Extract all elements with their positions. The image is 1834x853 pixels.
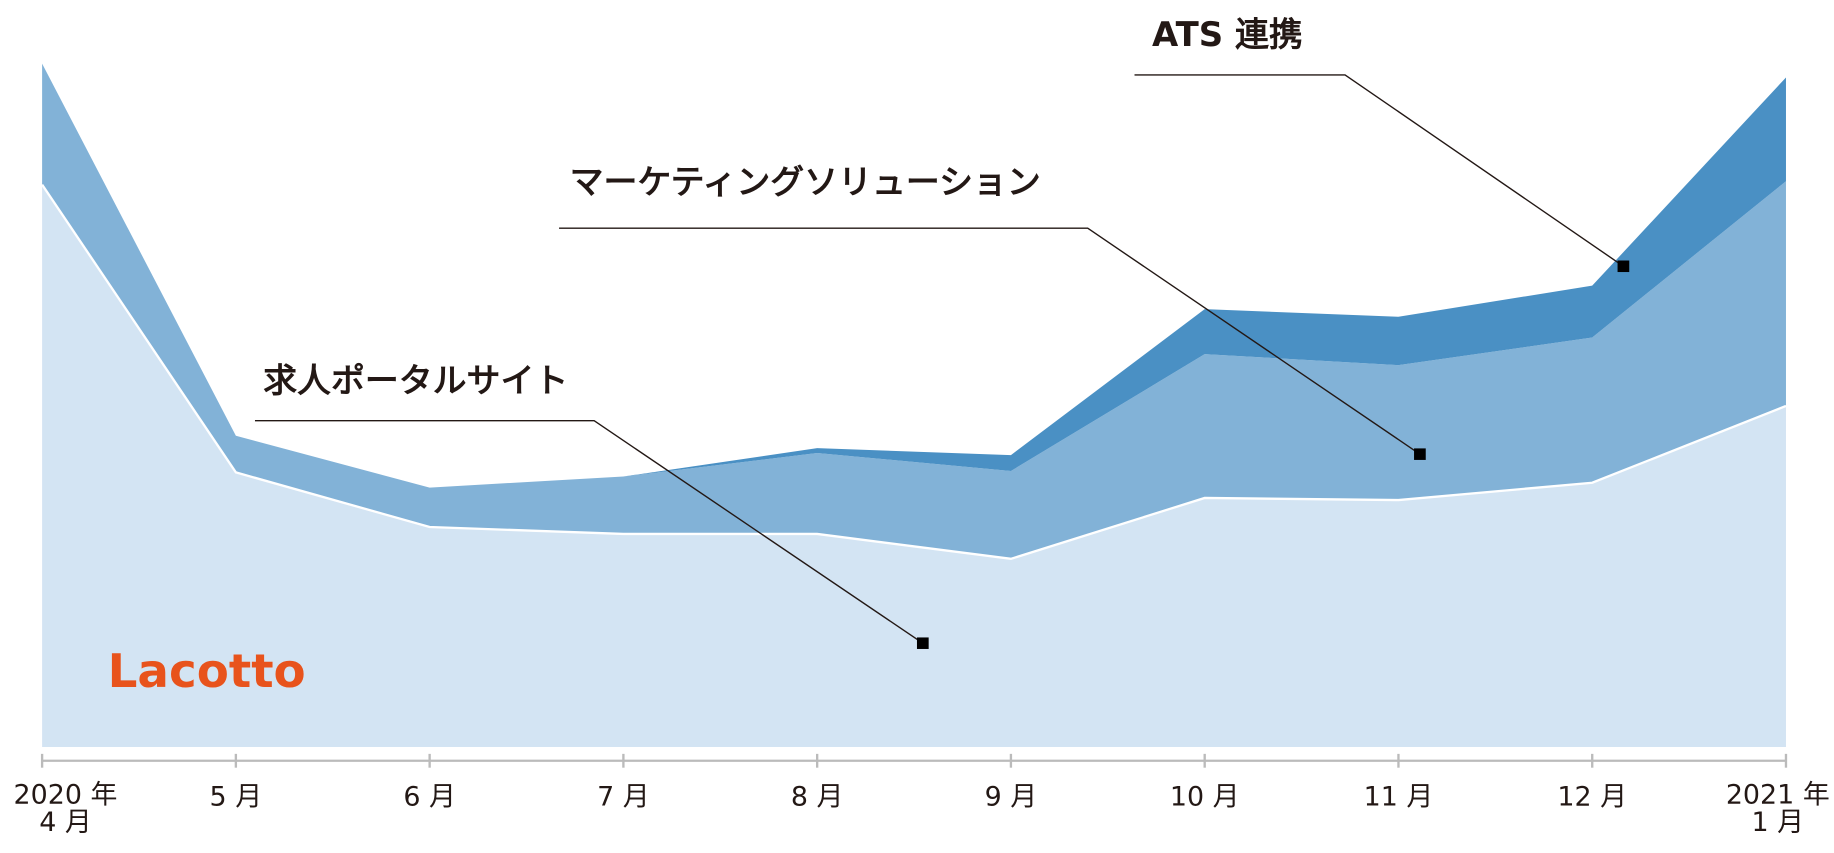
x-tick-label: 11 月 xyxy=(1363,782,1434,813)
x-tick-label: 2020 年 4 月 xyxy=(13,780,118,839)
x-tick-label: 7 月 xyxy=(597,782,650,813)
leader-line xyxy=(254,420,924,644)
leader-marker xyxy=(1617,260,1630,273)
x-tick-label: 10 月 xyxy=(1169,782,1240,813)
series-label: マーケティングソリューション xyxy=(570,163,1041,202)
area xyxy=(42,63,1786,559)
area xyxy=(42,184,1786,747)
x-tick-label: 9 月 xyxy=(984,782,1038,813)
x-tick-label: 8 月 xyxy=(790,782,844,813)
x-tick-label: 12 月 xyxy=(1557,782,1628,813)
series-label: ATS 連携 xyxy=(1152,15,1303,54)
x-tick-label: 5 月 xyxy=(209,782,263,813)
separator xyxy=(41,184,1787,561)
x-tick-label: 2021 年 1 月 xyxy=(1725,780,1830,839)
leader-line xyxy=(1134,74,1624,267)
logo: Lacotto xyxy=(108,644,306,698)
leader-marker xyxy=(916,637,929,649)
x-tick-label: 6 月 xyxy=(403,782,456,813)
leader-marker xyxy=(1414,448,1426,460)
leader-line xyxy=(559,227,1421,455)
series-label: 求人ポータルサイト xyxy=(263,361,568,400)
